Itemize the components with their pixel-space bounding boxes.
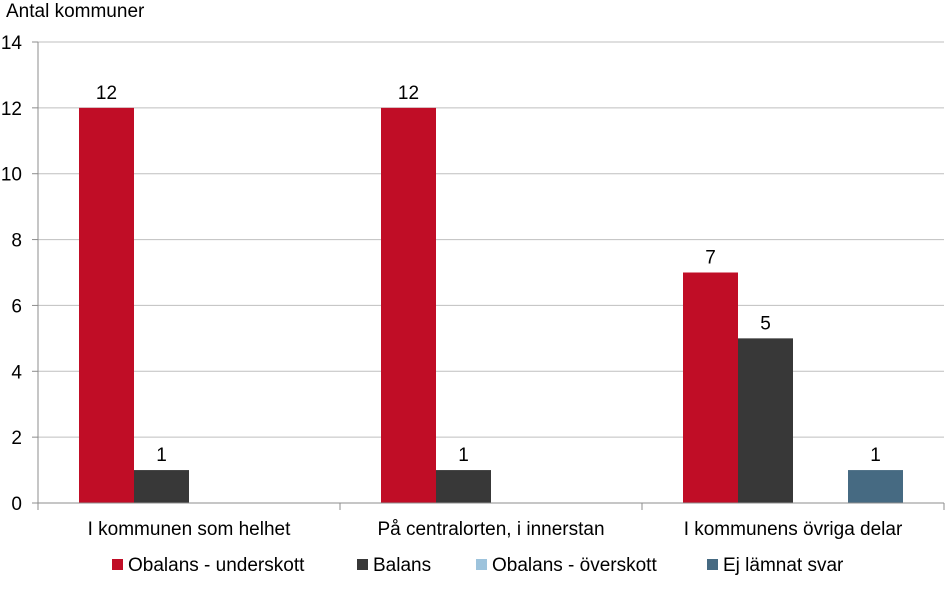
y-tick-label: 2 bbox=[11, 428, 22, 449]
bar bbox=[683, 272, 738, 503]
bar bbox=[436, 470, 491, 503]
y-axis-tick-labels: 0 2 4 6 8 10 12 14 bbox=[1, 33, 23, 515]
bar-value-label: 1 bbox=[458, 445, 469, 466]
bar-value-label: 1 bbox=[870, 445, 881, 466]
bar bbox=[848, 470, 903, 503]
legend-label: Obalans - överskott bbox=[492, 555, 657, 576]
legend: Obalans - underskott Balans Obalans - över… bbox=[112, 555, 844, 576]
x-category-label: I kommunens övriga delar bbox=[684, 519, 903, 540]
y-tick-label: 4 bbox=[11, 362, 22, 383]
legend-swatch bbox=[112, 559, 123, 570]
bar-value-label: 12 bbox=[398, 83, 419, 104]
bar-value-label: 7 bbox=[705, 248, 716, 269]
legend-label: Balans bbox=[373, 555, 431, 576]
y-axis-title: Antal kommuner bbox=[6, 1, 145, 22]
bar bbox=[79, 107, 134, 503]
y-tick-label: 12 bbox=[1, 99, 22, 120]
legend-label: Ej lämnat svar bbox=[723, 555, 844, 576]
axes bbox=[32, 41, 945, 510]
x-category-label: I kommunen som helhet bbox=[88, 519, 291, 540]
bar bbox=[381, 107, 436, 503]
bar bbox=[738, 338, 793, 503]
y-tick-label: 6 bbox=[11, 296, 22, 317]
y-tick-label: 10 bbox=[1, 165, 22, 186]
legend-swatch bbox=[357, 559, 368, 570]
bar-value-labels: 12 1 12 1 7 5 1 bbox=[96, 83, 881, 466]
bar-value-label: 1 bbox=[156, 445, 167, 466]
legend-label: Obalans - underskott bbox=[128, 555, 305, 576]
legend-swatch bbox=[707, 559, 718, 570]
x-category-label: På centralorten, i innerstan bbox=[377, 519, 604, 540]
legend-swatch bbox=[476, 559, 487, 570]
bars bbox=[79, 107, 903, 503]
gridlines bbox=[38, 41, 944, 438]
y-tick-label: 8 bbox=[11, 231, 22, 252]
y-tick-label: 0 bbox=[11, 494, 22, 515]
x-axis-category-labels: I kommunen som helhet På centralorten, i … bbox=[88, 519, 903, 540]
bar-value-label: 5 bbox=[760, 313, 771, 334]
bar-value-label: 12 bbox=[96, 83, 117, 104]
bar bbox=[134, 470, 189, 503]
y-tick-label: 14 bbox=[1, 33, 23, 54]
